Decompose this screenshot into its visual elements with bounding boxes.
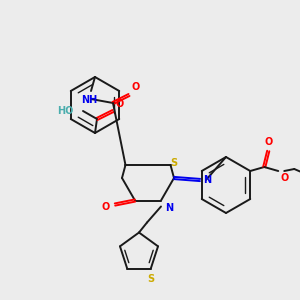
Text: O: O [264, 137, 272, 147]
Text: O: O [280, 173, 289, 183]
Text: O: O [131, 82, 139, 92]
Text: S: S [147, 274, 154, 284]
Text: N: N [165, 202, 173, 212]
Text: N: N [203, 175, 211, 185]
Text: O: O [102, 202, 110, 212]
Text: HO: HO [57, 106, 73, 116]
Text: O: O [116, 99, 124, 109]
Text: NH: NH [81, 95, 97, 105]
Text: S: S [170, 158, 177, 168]
